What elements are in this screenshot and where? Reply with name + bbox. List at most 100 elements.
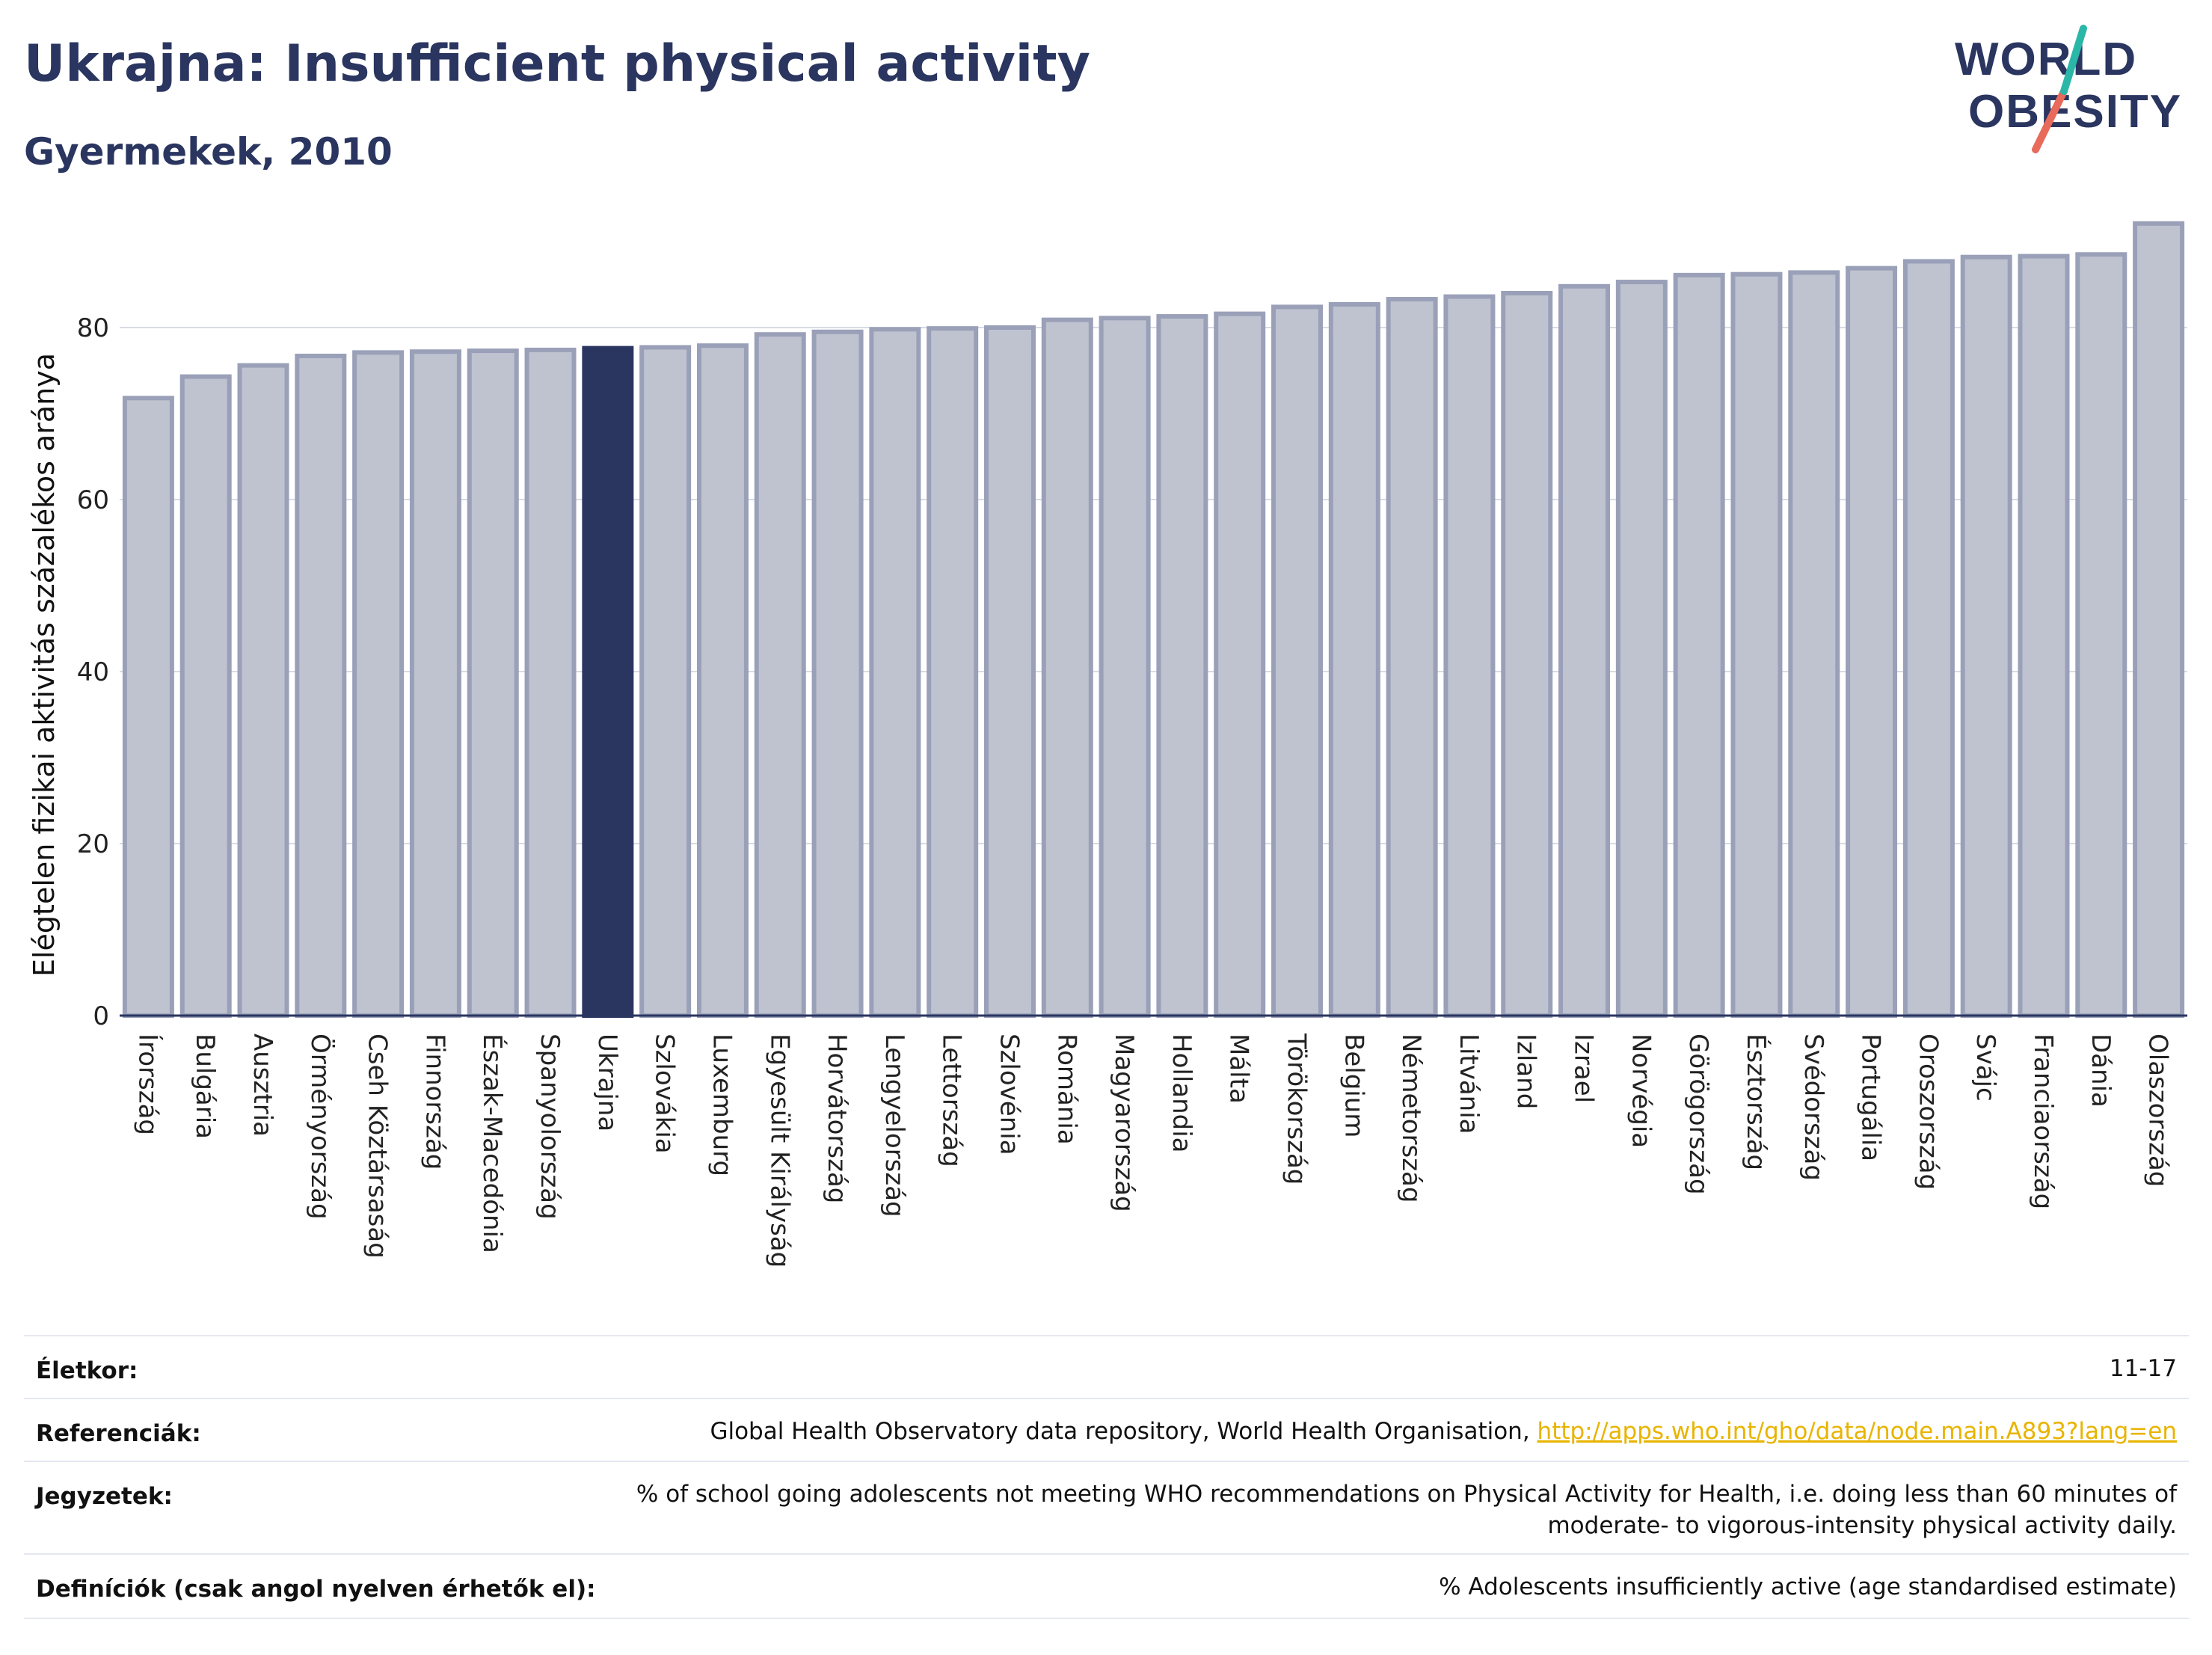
- bar: [2075, 252, 2127, 1018]
- bar: [237, 363, 289, 1019]
- x-tick-label: Portugália: [1856, 1034, 1886, 1161]
- x-tick-label: Málta: [1224, 1034, 1254, 1104]
- x-tick-label: Franciaország: [2028, 1034, 2058, 1209]
- bar: [1386, 297, 1438, 1018]
- bar: [1041, 317, 1093, 1018]
- x-tick-label: Észtország: [1741, 1034, 1772, 1170]
- info-row-definitions: Definíciók (csak angol nyelven érhetők e…: [24, 1553, 2189, 1619]
- bar: [582, 346, 634, 1019]
- page-title: Ukrajna: Insufficient physical activity: [24, 34, 1090, 93]
- bar: [352, 350, 405, 1019]
- page-subtitle: Gyermekek, 2010: [24, 130, 393, 174]
- x-tick-label: Törökország: [1282, 1033, 1312, 1185]
- y-tick-label: 60: [77, 485, 109, 515]
- x-tick-label: Németország: [1396, 1034, 1426, 1203]
- reference-link[interactable]: http://apps.who.int/gho/data/node.main.A…: [1537, 1418, 2177, 1445]
- x-tick-label: Románia: [1051, 1034, 1081, 1145]
- logo-line2: OBESITY: [1968, 86, 2182, 138]
- bar: [2133, 221, 2185, 1019]
- bar: [811, 329, 864, 1018]
- info-row-age: Életkor: 11-17: [24, 1335, 2189, 1399]
- x-tick-label: Szlovákia: [650, 1034, 680, 1154]
- x-tick-label: Svédország: [1798, 1034, 1828, 1181]
- bar: [179, 374, 232, 1018]
- bar: [1501, 291, 1553, 1018]
- bar: [927, 326, 979, 1018]
- bar: [1271, 304, 1324, 1018]
- x-tick-label: Belgium: [1339, 1034, 1368, 1137]
- bar: [122, 396, 174, 1018]
- bar: [696, 343, 749, 1018]
- info-label: Definíciók (csak angol nyelven érhetők e…: [36, 1576, 596, 1603]
- x-tick-label: Spanyolország: [535, 1034, 565, 1220]
- logo-slash-coral: [2032, 87, 2068, 153]
- x-tick-label: Finnország: [420, 1034, 449, 1170]
- x-tick-label: Hollandia: [1167, 1034, 1196, 1153]
- bar-chart: 0 20 40 60 80 Írország Bulgária Ausztria Örményo…: [28, 221, 2187, 1268]
- bar: [1328, 301, 1380, 1018]
- bar: [1788, 270, 1840, 1018]
- x-tick-label: Horvátország: [822, 1034, 852, 1203]
- x-tick-label: Bulgária: [190, 1034, 220, 1139]
- logo-line1: WORLD: [1955, 34, 2137, 85]
- x-tick-label: Norvégia: [1626, 1034, 1656, 1148]
- bar: [467, 348, 519, 1018]
- info-label: Életkor:: [36, 1357, 138, 1384]
- x-tick-label: Ausztria: [248, 1034, 277, 1137]
- x-tick-label: Lettország: [937, 1034, 967, 1167]
- x-tick-label: Dánia: [2086, 1034, 2116, 1108]
- x-tick-label: Lengyelország: [879, 1034, 909, 1218]
- bar: [1673, 272, 1725, 1019]
- bar: [754, 332, 806, 1018]
- info-value: Global Health Observatory data repositor…: [710, 1416, 2177, 1447]
- x-tick-label: Oroszország: [1913, 1034, 1943, 1190]
- logo-slash-teal: [2060, 25, 2087, 95]
- bar: [1902, 259, 1955, 1018]
- notes-line2: moderate- to vigorous-intensity physical…: [1547, 1512, 2177, 1539]
- x-tick-label: Izland: [1511, 1034, 1541, 1109]
- x-tick-label: Írország: [132, 1034, 163, 1135]
- y-tick-label: 80: [77, 313, 109, 343]
- x-tick-label: Izrael: [1569, 1034, 1599, 1103]
- x-tick-label: Egyesült Királyság: [764, 1034, 794, 1268]
- x-tick-label: Olaszország: [2143, 1034, 2173, 1187]
- y-tick-label: 20: [77, 829, 109, 859]
- x-tick-label: Észak-Macedónia: [477, 1034, 508, 1253]
- bar: [1099, 316, 1151, 1019]
- bar: [2018, 254, 2070, 1018]
- bar: [1846, 265, 1898, 1018]
- x-tick-label: Ukrajna: [592, 1034, 622, 1132]
- bar: [983, 325, 1036, 1018]
- bar: [1558, 283, 1611, 1018]
- x-tick-label: Magyarország: [1109, 1034, 1139, 1212]
- x-tick-label: Luxemburg: [707, 1034, 737, 1176]
- x-tick-label: Svájc: [1970, 1034, 2000, 1102]
- info-label: Jegyzetek:: [36, 1483, 173, 1510]
- x-tick-label: Cseh Köztársaság: [363, 1034, 393, 1259]
- x-tick-label: Örményország: [305, 1034, 336, 1220]
- bar: [1214, 311, 1266, 1019]
- bar: [1960, 254, 2012, 1018]
- y-tick-label: 0: [93, 1001, 109, 1031]
- info-value: % Adolescents insufficiently active (age…: [1439, 1573, 2177, 1600]
- reference-text: Global Health Observatory data repositor…: [710, 1418, 1537, 1445]
- world-obesity-logo: WORLD OBESITY: [1955, 25, 2182, 153]
- x-tick-label: Litvánia: [1454, 1034, 1484, 1134]
- bar: [524, 347, 577, 1018]
- bar: [1443, 294, 1496, 1019]
- bar: [869, 327, 921, 1018]
- bar: [295, 353, 347, 1018]
- y-axis-title: Elégtelen fizikai aktivitás százalékos a…: [28, 353, 61, 977]
- x-tick-label: Szlovénia: [994, 1034, 1024, 1155]
- notes-line1: % of school going adolescents not meetin…: [636, 1481, 2177, 1508]
- bar: [1156, 314, 1208, 1018]
- info-row-references: Referenciák: Global Health Observatory d…: [24, 1398, 2189, 1462]
- info-value: % of school going adolescents not meetin…: [636, 1479, 2177, 1541]
- bar: [1615, 280, 1668, 1018]
- info-value: 11-17: [2109, 1355, 2177, 1382]
- x-tick-label: Görögország: [1683, 1034, 1713, 1195]
- bar: [639, 345, 692, 1018]
- bar: [409, 349, 461, 1018]
- info-label: Referenciák:: [36, 1420, 201, 1447]
- y-tick-label: 40: [77, 657, 109, 687]
